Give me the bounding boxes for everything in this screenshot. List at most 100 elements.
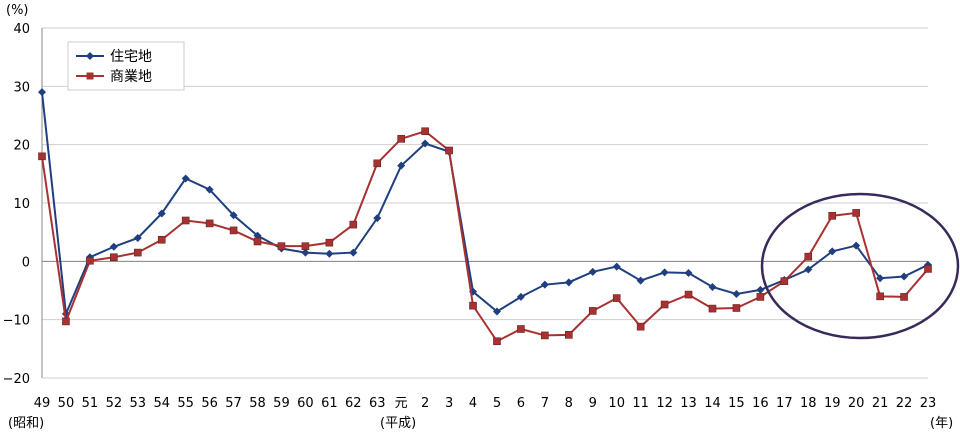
data-point: [157, 209, 166, 218]
x-tick-label: 2: [421, 396, 429, 411]
data-point: [301, 248, 310, 257]
data-point: [38, 88, 46, 97]
data-point: [852, 241, 861, 250]
data-point: [900, 293, 908, 301]
data-point: [516, 292, 525, 301]
x-tick-label: 63: [369, 396, 386, 411]
legend-marker: [86, 72, 94, 80]
data-point: [277, 242, 286, 250]
x-tick-label: 50: [58, 396, 75, 411]
x-tick-label: 10: [608, 396, 625, 411]
data-point: [181, 174, 190, 183]
y-tick-label: 30: [13, 80, 30, 95]
era-label-heisei: (平成): [380, 416, 416, 431]
data-point: [157, 235, 166, 244]
data-point: [588, 307, 597, 315]
data-point: [636, 322, 645, 331]
data-point: [445, 146, 453, 155]
legend-marker: [86, 52, 94, 60]
y-tick-label: 20: [13, 139, 30, 154]
data-point: [205, 185, 214, 194]
data-point: [373, 159, 382, 168]
data-point: [181, 216, 190, 225]
data-point: [253, 237, 262, 246]
x-tick-label: 58: [249, 396, 266, 411]
data-point: [708, 304, 717, 313]
x-unit-label: (年): [930, 416, 953, 431]
data-point: [469, 301, 477, 310]
x-tick-labels: 49 50 51 52 53 54 55 56 57 58 59 60 61 62 63 元 2 3 4 5 6 7 8 9 1…: [34, 396, 937, 411]
data-point: [564, 278, 573, 287]
data-point: [876, 292, 884, 301]
data-point: [828, 212, 837, 220]
data-point: [540, 280, 549, 289]
data-point: [732, 290, 741, 298]
x-tick-label: 62: [345, 396, 362, 411]
axes: [41, 28, 928, 378]
x-tick-label: 元: [395, 396, 408, 411]
data-point: [493, 337, 501, 346]
x-tick-label: 49: [34, 396, 51, 411]
data-point: [110, 253, 118, 262]
x-tick-label: 22: [896, 396, 913, 411]
x-tick-label: 54: [153, 396, 170, 411]
y-tick-label: 40: [13, 22, 30, 37]
x-tick-label: 60: [297, 396, 314, 411]
x-tick-label: 53: [130, 396, 147, 411]
data-point: [325, 249, 334, 258]
data-point: [612, 262, 621, 271]
data-point: [373, 214, 382, 223]
data-point: [612, 294, 621, 302]
data-point: [38, 152, 46, 161]
x-tick-label: 6: [517, 396, 525, 411]
data-point: [421, 139, 430, 148]
x-tick-label: 5: [493, 396, 501, 411]
data-point: [325, 238, 334, 247]
x-tick-label: 55: [177, 396, 194, 411]
data-point: [349, 248, 358, 257]
data-point: [756, 293, 765, 301]
data-point: [205, 219, 214, 228]
data-point: [397, 161, 406, 170]
data-point: [804, 265, 813, 274]
era-label-showa: (昭和): [8, 416, 44, 431]
data-point: [492, 307, 501, 316]
x-tick-label: 20: [848, 396, 865, 411]
x-tick-label: 15: [728, 396, 745, 411]
x-tick-label: 59: [273, 396, 290, 411]
data-point: [62, 317, 70, 326]
data-point: [924, 265, 932, 273]
data-point: [780, 277, 789, 285]
data-point: [229, 211, 238, 220]
data-point: [421, 127, 429, 136]
x-tick-label: 17: [776, 396, 793, 411]
y-tick-label: −10: [3, 314, 30, 329]
x-tick-label: 51: [82, 396, 99, 411]
series-lines: [38, 88, 932, 346]
data-point: [876, 274, 885, 283]
data-point: [565, 331, 573, 339]
data-point: [229, 226, 238, 235]
data-point: [253, 231, 262, 240]
data-point: [684, 269, 693, 277]
x-tick-label: 16: [752, 396, 769, 411]
x-tick-label: 13: [680, 396, 697, 411]
x-tick-label: 8: [565, 396, 573, 411]
data-point: [660, 300, 669, 309]
data-point: [86, 256, 94, 265]
x-tick-label: 3: [445, 396, 453, 411]
data-point: [804, 252, 813, 261]
x-tick-label: 12: [656, 396, 673, 411]
data-point: [133, 248, 142, 257]
x-tick-label: 61: [321, 396, 338, 411]
data-point: [708, 283, 717, 291]
x-tick-label: 19: [824, 396, 841, 411]
data-point: [133, 234, 142, 242]
y-tick-labels: 40 30 20 10 0 −10 −20: [3, 22, 30, 387]
y-tick-label: 10: [13, 197, 30, 212]
x-tick-label: 14: [704, 396, 721, 411]
data-point: [660, 268, 669, 277]
data-point: [852, 209, 860, 217]
